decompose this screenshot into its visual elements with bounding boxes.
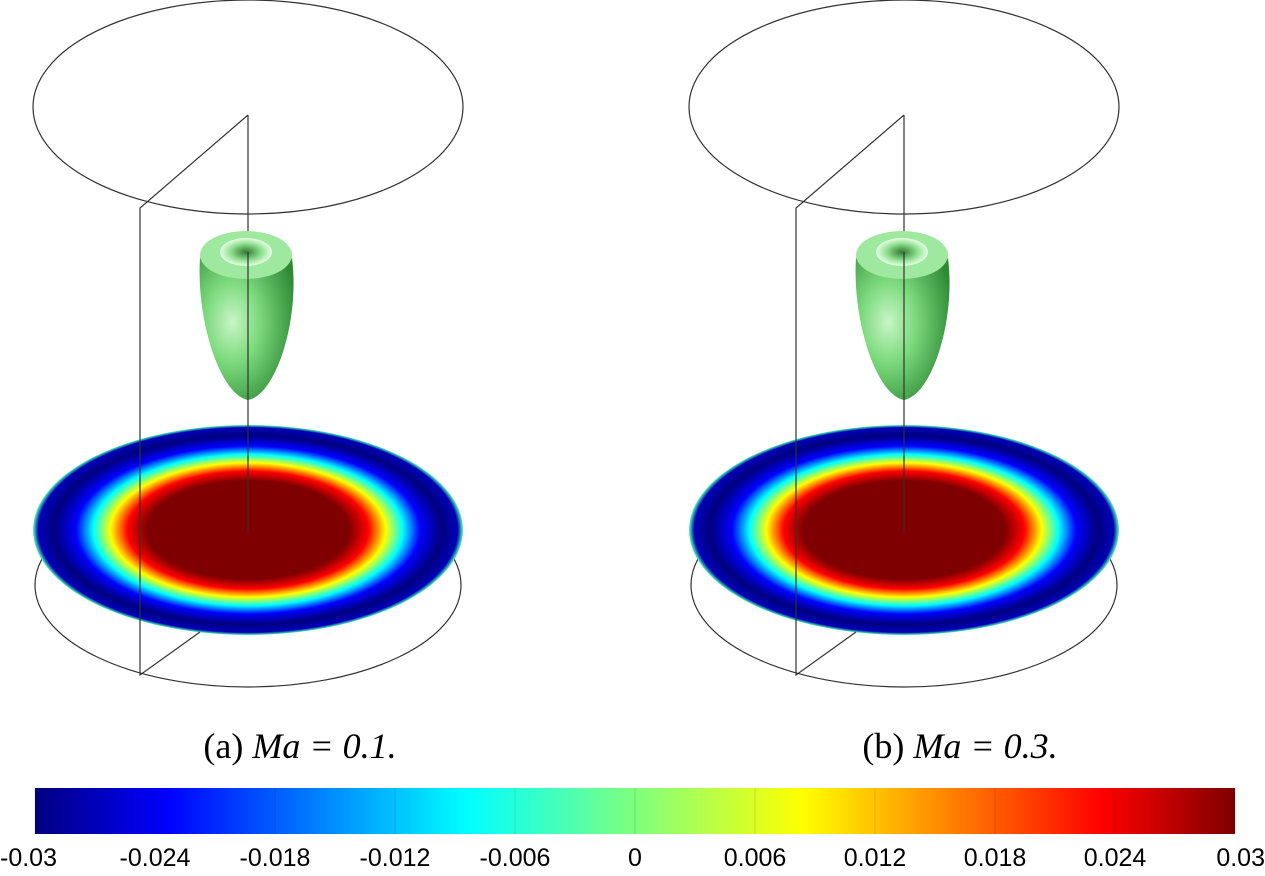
tick-label: 0.012 [844, 844, 907, 872]
tick-label: 0.018 [964, 844, 1027, 872]
panel-a-render [32, 0, 464, 688]
caption-expression: Ma = 0.3. [912, 726, 1057, 766]
caption-a: (a) Ma = 0.1. [203, 726, 396, 766]
caption-label: (a) [203, 726, 243, 766]
tick-label: -0.018 [240, 844, 311, 872]
tick-label: 0.006 [724, 844, 787, 872]
caption-label: (b) [862, 726, 904, 766]
tick-label: -0.024 [120, 844, 191, 872]
colorbar [35, 788, 1235, 834]
tick-label: 0.03 [1216, 844, 1265, 872]
tick-label: -0.012 [360, 844, 431, 872]
tick-label: -0.006 [480, 844, 551, 872]
tick-label: -0.03 [0, 844, 57, 872]
tick-label: 0.024 [1084, 844, 1147, 872]
caption-b: (b) Ma = 0.3. [862, 726, 1057, 766]
caption-expression: Ma = 0.1. [251, 726, 396, 766]
panel-b-render [688, 0, 1120, 688]
tick-label: 0 [628, 844, 642, 872]
